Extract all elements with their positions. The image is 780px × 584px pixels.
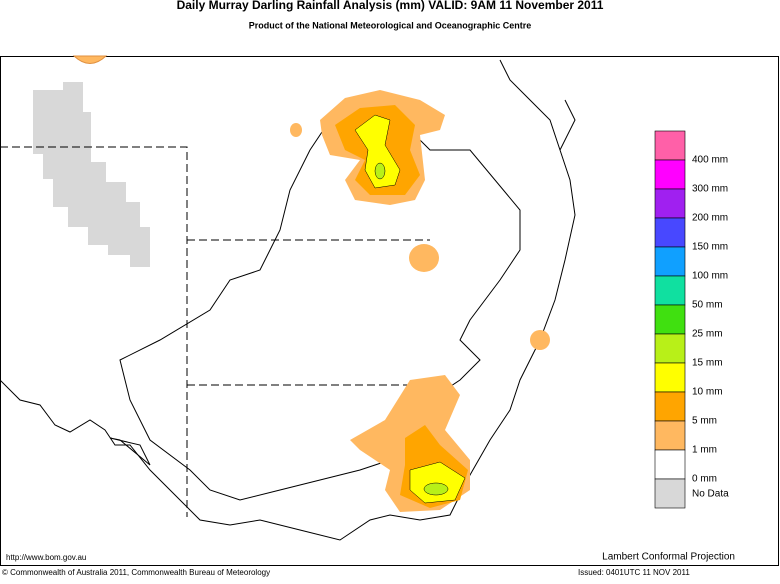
legend-label: 400 mm — [692, 155, 728, 166]
projection: Lambert Conformal Projection — [602, 552, 735, 563]
legend-swatch — [654, 275, 686, 306]
title: Daily Murray Darling Rainfall Analysis (… — [177, 0, 604, 12]
legend-swatch — [654, 362, 686, 393]
legend-label: 50 mm — [692, 300, 723, 311]
map — [0, 55, 576, 541]
legend-label: No Data — [692, 489, 729, 500]
legend-label: 10 mm — [692, 387, 723, 398]
legend-label: 15 mm — [692, 358, 723, 369]
copyright: © Commonwealth of Australia 2011, Common… — [2, 568, 270, 577]
subtitle: Product of the National Meteorological a… — [249, 20, 532, 30]
legend-label: 200 mm — [692, 213, 728, 224]
legend-label: 150 mm — [692, 242, 728, 253]
legend-swatch — [654, 217, 686, 248]
legend-swatch — [654, 333, 686, 364]
legend-label: 0 mm — [692, 474, 717, 485]
legend-swatch — [654, 304, 686, 335]
legend-swatch — [654, 391, 686, 422]
legend-swatch — [654, 246, 686, 277]
legend-label: 1 mm — [692, 445, 717, 456]
legend-label: 100 mm — [692, 271, 728, 282]
legend: 400 mm 300 mm 200 mm 150 mm 100 mm 50 mm 25 mm… — [654, 130, 729, 509]
legend-swatch — [654, 478, 686, 509]
legend-swatch — [654, 130, 686, 161]
issued: Issued: 0401UTC 11 NOV 2011 — [578, 568, 690, 577]
legend-label: 25 mm — [692, 329, 723, 340]
legend-swatch — [654, 159, 686, 190]
legend-swatch — [654, 449, 686, 480]
url: http://www.bom.gov.au — [6, 553, 86, 562]
legend-label: 300 mm — [692, 184, 728, 195]
legend-label: 5 mm — [692, 416, 717, 427]
legend-swatch — [654, 188, 686, 219]
legend-swatch — [654, 420, 686, 451]
rainfall — [290, 90, 550, 512]
